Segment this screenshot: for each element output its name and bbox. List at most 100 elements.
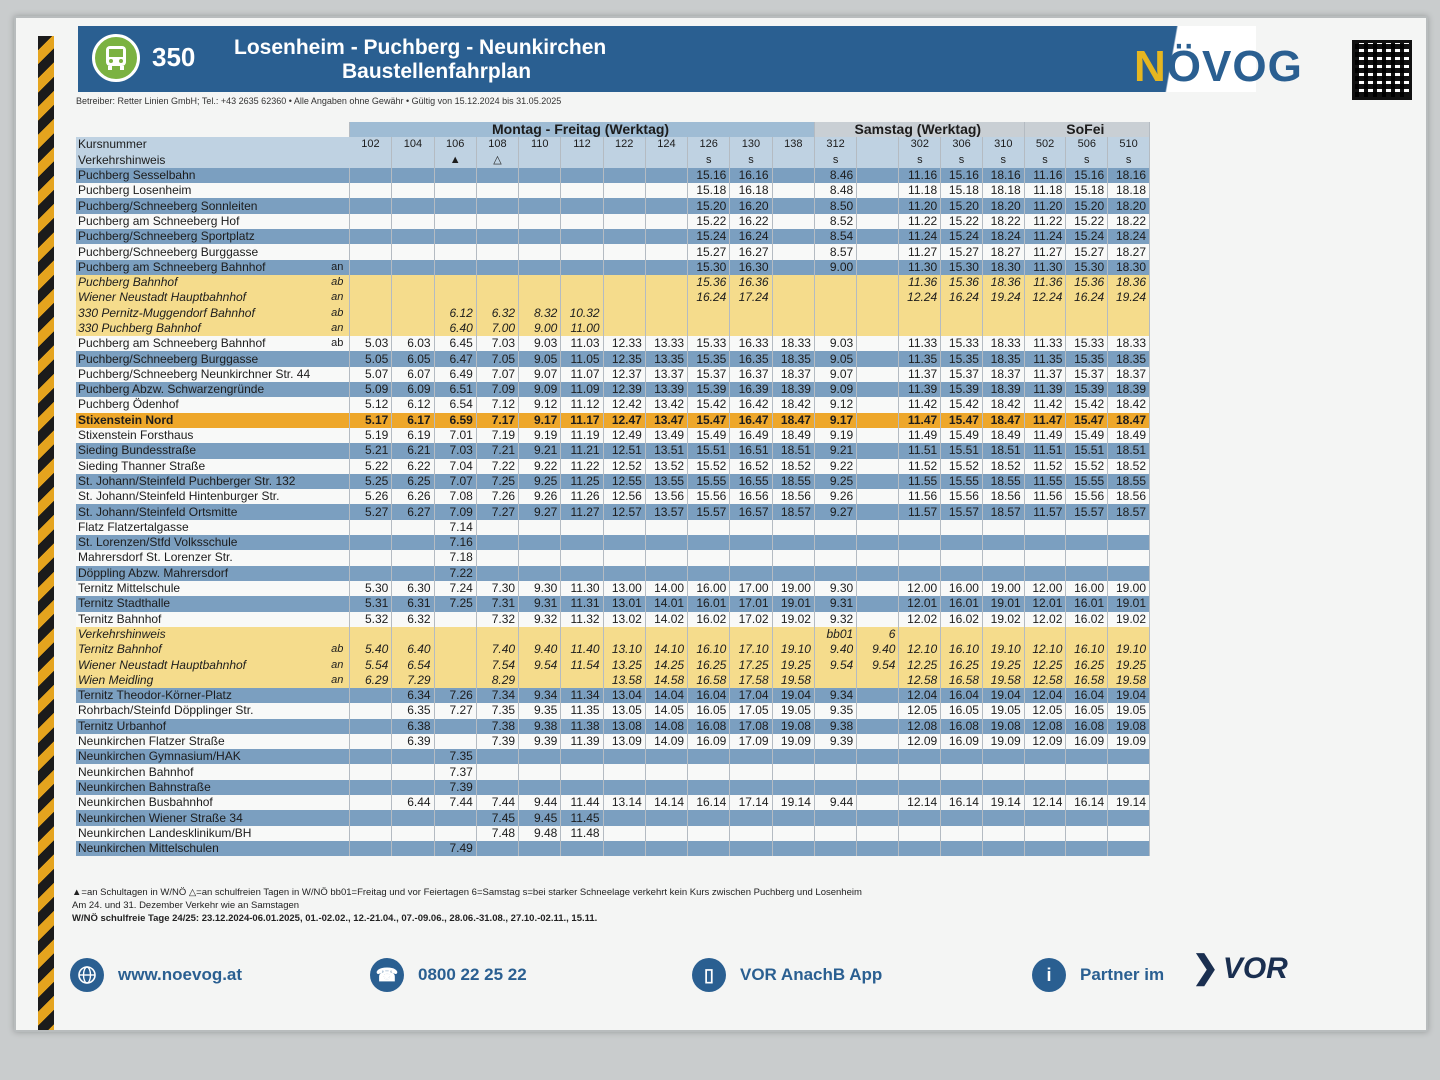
stop-name: St. Johann/Steinfeld Ortsmitte [76, 504, 326, 520]
departure-time: 18.57 [1107, 504, 1150, 520]
stop-name: Neunkirchen Mittelschulen [76, 840, 326, 857]
departure-time: 7.08 [434, 489, 477, 505]
departure-time [982, 749, 1025, 765]
departure-time [518, 779, 562, 796]
departure-time: 16.27 [729, 244, 773, 260]
footer-phone[interactable]: ☎ 0800 22 25 22 [370, 958, 527, 992]
departure-time: 15.36 [1065, 274, 1109, 291]
departure-time: 7.26 [434, 687, 477, 704]
departure-time: 6.44 [391, 795, 435, 811]
departure-time: 13.02 [603, 611, 646, 627]
departure-time: 14.58 [645, 672, 689, 688]
departure-time: 19.58 [1107, 672, 1150, 688]
departure-time: 15.24 [940, 229, 983, 245]
timetable-row: Puchberg Sesselbahn 15.16 16.16 8.46 11.16 15… [76, 167, 1150, 184]
departure-time [518, 198, 562, 214]
departure-time [1065, 626, 1109, 643]
departure-time [1107, 519, 1150, 536]
departure-time [856, 213, 900, 230]
legend: ▲=an Schultagen in W/NÖ △=an schulfreien… [72, 886, 862, 925]
departure-time: 18.33 [1107, 336, 1150, 352]
departure-time: 18.56 [982, 489, 1025, 505]
app-name[interactable]: VOR AnachB App [740, 965, 883, 984]
departure-time: 7.27 [434, 703, 477, 719]
departure-time: 19.02 [982, 611, 1025, 627]
departure-time: 16.05 [940, 703, 983, 719]
departure-time: 9.22 [518, 458, 562, 474]
departure-time: 15.39 [1065, 382, 1109, 398]
departure-time: 12.04 [1024, 687, 1067, 704]
departure-time: 15.39 [940, 382, 983, 398]
departure-time: 7.16 [434, 535, 477, 551]
departure-time [940, 810, 983, 826]
departure-time [603, 213, 646, 230]
departure-time: 14.00 [645, 580, 689, 597]
stop-name: Ternitz Urbanhof [76, 718, 326, 734]
course-number [856, 137, 900, 153]
departure-time: 9.40 [814, 642, 858, 658]
departure-time [560, 550, 604, 566]
departure-time [518, 244, 562, 260]
departure-time: 13.14 [603, 795, 646, 811]
timetable-row: Stixenstein Nord 5.17 6.17 6.59 7.17 9.17 11.1… [76, 412, 1150, 428]
departure-time: 9.30 [518, 580, 562, 597]
departure-time [349, 274, 393, 291]
departure-time: 16.24 [687, 290, 731, 306]
departure-time: 15.24 [687, 229, 731, 245]
course-number: 110 [518, 137, 562, 153]
departure-time [772, 167, 815, 184]
departure-time [1065, 749, 1109, 765]
departure-time: 16.58 [940, 672, 983, 688]
departure-time [603, 810, 646, 826]
departure-time [856, 198, 900, 214]
departure-time [476, 290, 520, 306]
departure-time [898, 749, 942, 765]
stop-name: Neunkirchen Wiener Straße 34 [76, 810, 326, 826]
footer-web[interactable]: www.noevog.at [70, 958, 242, 992]
arrival-departure-marker [325, 565, 351, 581]
departure-time: 18.16 [982, 167, 1025, 184]
timetable-row: Neunkirchen Flatzer Straße 6.39 7.39 9.39 11… [76, 733, 1150, 750]
course-number: 312 [814, 137, 858, 153]
website-link[interactable]: www.noevog.at [118, 965, 243, 984]
departure-time: 18.35 [1107, 351, 1150, 367]
footer-app[interactable]: ▯ VOR AnachB App [692, 958, 882, 992]
departure-time: 13.42 [645, 397, 689, 413]
arrival-departure-marker [325, 351, 351, 367]
departure-time [391, 183, 435, 199]
departure-time [518, 259, 562, 275]
departure-time: 7.54 [476, 657, 520, 673]
departure-time: 9.38 [518, 718, 562, 734]
departure-time: 12.02 [898, 611, 942, 627]
departure-time: 16.22 [729, 213, 773, 230]
departure-time: 11.18 [1024, 183, 1067, 199]
departure-time: 7.25 [476, 473, 520, 490]
departure-time: 6.32 [476, 305, 520, 321]
stop-name: Puchberg Bahnhof [76, 274, 326, 291]
departure-time: 11.16 [898, 167, 942, 184]
arrival-departure-marker: ab [325, 305, 351, 321]
departure-time [603, 183, 646, 199]
departure-time [645, 213, 689, 230]
departure-time [1107, 535, 1150, 551]
departure-time [772, 229, 815, 245]
departure-time: 19.24 [982, 290, 1025, 306]
departure-time [814, 290, 858, 306]
qr-code-icon[interactable] [1352, 40, 1412, 100]
departure-time: 13.56 [645, 489, 689, 505]
departure-time [772, 259, 815, 275]
departure-time: 19.01 [982, 596, 1025, 612]
departure-time: 14.08 [645, 718, 689, 734]
timetable-row: Döppling Abzw. Mahrersdorf 7.22 [76, 565, 1150, 581]
departure-time: 9.26 [814, 489, 858, 505]
departure-time [856, 412, 900, 428]
departure-time: 14.09 [645, 733, 689, 750]
departure-time: 19.05 [772, 703, 815, 719]
departure-time: 5.21 [349, 443, 393, 459]
phone-number[interactable]: 0800 22 25 22 [418, 965, 527, 984]
departure-time [391, 565, 435, 581]
departure-time: 9.17 [814, 412, 858, 428]
footer-partner: i Partner im [1032, 958, 1164, 992]
course-number: 106 [434, 137, 477, 153]
departure-time: 15.49 [687, 427, 731, 444]
